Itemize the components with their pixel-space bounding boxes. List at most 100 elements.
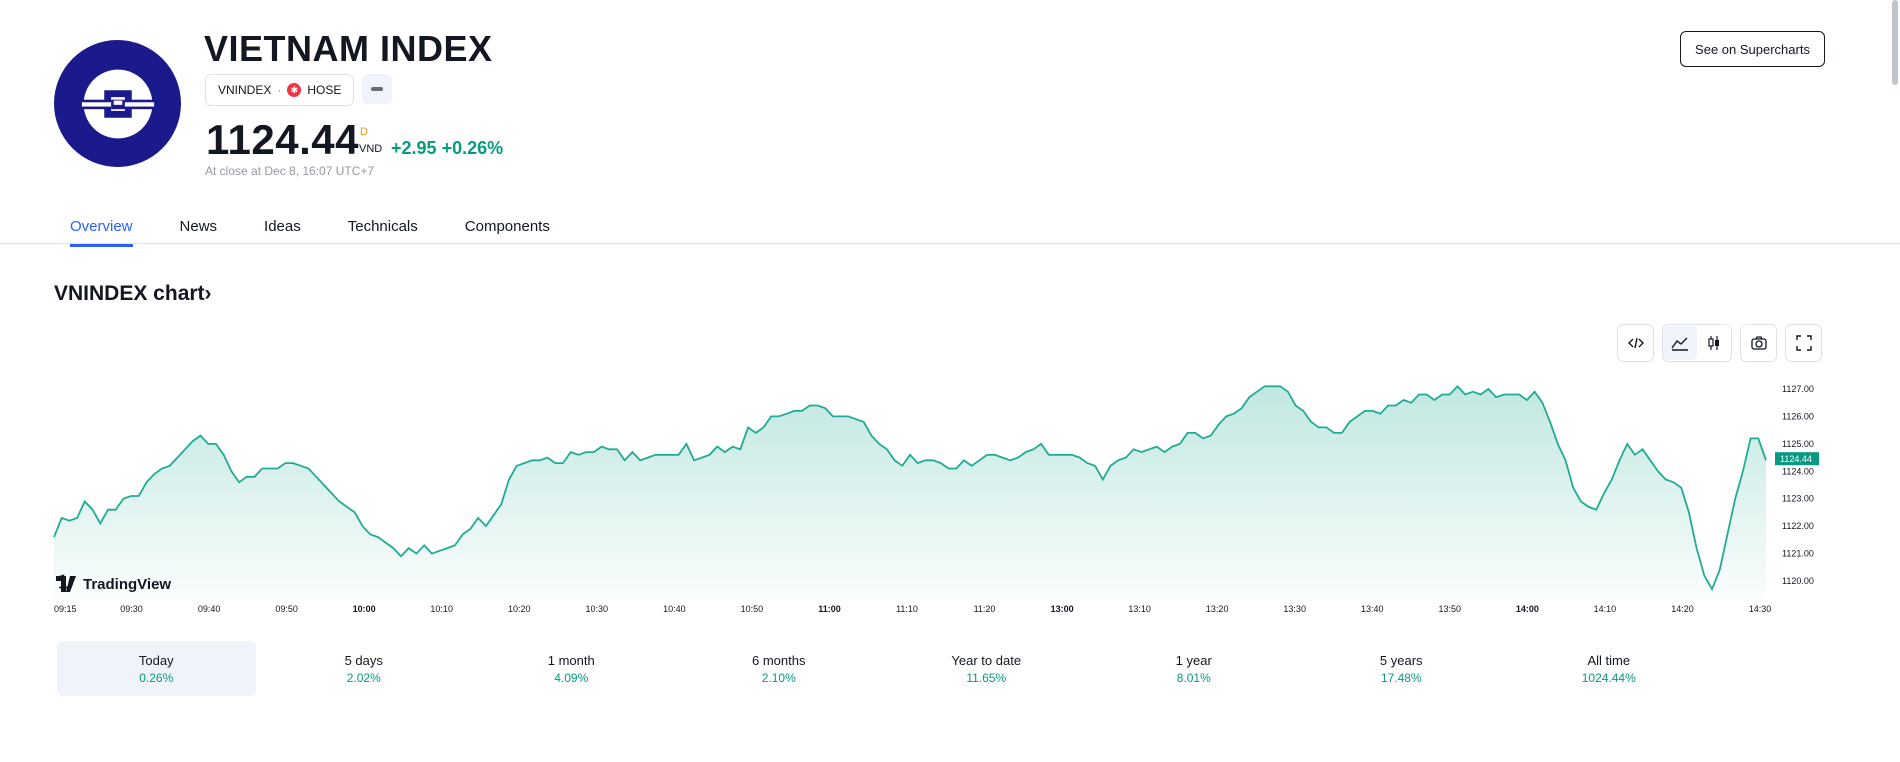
price-flag: D xyxy=(360,126,368,138)
x-tick-label: 11:20 xyxy=(974,604,996,614)
period-change: 2.10% xyxy=(761,670,796,685)
page-scrollbar[interactable] xyxy=(1892,0,1898,85)
chart-heading-text: VNINDEX chart xyxy=(54,282,205,305)
x-tick-label: 09:40 xyxy=(198,604,221,614)
chart-style-toggle[interactable] xyxy=(1662,324,1732,362)
camera-icon xyxy=(1750,336,1767,350)
period-change: 17.48% xyxy=(1380,670,1422,685)
x-tick-label: 13:40 xyxy=(1361,604,1384,614)
period-change: 11.65% xyxy=(966,670,1007,685)
separator-dot: · xyxy=(277,83,282,97)
x-tick-label: 11:00 xyxy=(818,604,841,614)
price-line xyxy=(53,384,1767,592)
y-tick-label: 1123.00 xyxy=(1782,494,1814,504)
x-tick-label: 10:20 xyxy=(508,604,531,614)
x-tick-label: 10:40 xyxy=(663,604,686,614)
page-title: VIETNAM INDEX xyxy=(204,28,493,69)
line-style-button[interactable] xyxy=(1663,326,1697,360)
more-options-button[interactable] xyxy=(362,74,393,104)
exchange-label: HOSE xyxy=(307,83,342,97)
tab-technicals[interactable]: Technicals xyxy=(347,218,418,235)
x-tick-label: 14:30 xyxy=(1749,604,1772,614)
tab-overview[interactable]: Overview xyxy=(70,218,133,247)
y-tick-label: 1126.00 xyxy=(1782,411,1814,421)
tradingview-watermark: 𝟷 TradingView xyxy=(56,571,171,593)
tab-news[interactable]: News xyxy=(179,218,218,235)
period-6-months[interactable]: 6 months 2.10% xyxy=(680,641,879,696)
period-label: All time xyxy=(1587,652,1631,668)
y-tick-label: 1127.00 xyxy=(1782,384,1814,394)
period-label: Today xyxy=(138,652,174,668)
fullscreen-icon xyxy=(1795,335,1812,351)
change-absolute: +2.95 xyxy=(391,138,437,158)
last-price: 1124.44 xyxy=(206,116,360,163)
chart-toolbar xyxy=(1617,324,1822,362)
symbol-label: VNINDEX xyxy=(218,83,272,97)
chevron-right-icon: › xyxy=(204,282,212,305)
x-tick-label: 14:00 xyxy=(1516,604,1539,614)
y-tick-label: 1124.00 xyxy=(1782,466,1814,476)
period-5-years[interactable]: 5 years 17.48% xyxy=(1302,641,1501,696)
chart-heading-link[interactable]: VNINDEX chart› xyxy=(54,282,212,306)
embed-button[interactable] xyxy=(1617,324,1654,362)
currency-label: VND xyxy=(359,143,383,155)
watermark-text: TradingView xyxy=(83,576,171,593)
embed-code-icon xyxy=(1627,337,1644,349)
period-change: 4.09% xyxy=(554,670,589,685)
x-tick-label: 13:10 xyxy=(1128,604,1151,614)
tab-divider xyxy=(0,243,1900,244)
price-change: +2.95 +0.26% xyxy=(391,138,503,159)
symbol-chip[interactable]: VNINDEX · ✱ HOSE xyxy=(205,74,355,106)
tab-ideas[interactable]: Ideas xyxy=(264,218,301,235)
x-tick-label: 13:20 xyxy=(1206,604,1229,614)
change-percent: +0.26% xyxy=(441,138,504,158)
period-all-time[interactable]: All time 1024.44% xyxy=(1510,641,1709,696)
period-change: 0.26% xyxy=(139,670,174,685)
x-tick-label: 09:15 xyxy=(54,604,77,614)
fullscreen-button[interactable] xyxy=(1785,324,1822,362)
y-tick-label: 1120.00 xyxy=(1782,576,1814,586)
period-label: 5 years xyxy=(1379,652,1423,668)
price-area-fill xyxy=(54,386,1766,600)
period-today[interactable]: Today 0.26% xyxy=(57,641,256,696)
tab-components[interactable]: Components xyxy=(464,218,550,235)
period-label: Year to date xyxy=(951,652,1022,668)
x-tick-label: 14:20 xyxy=(1671,604,1694,614)
see-on-supercharts-button[interactable]: See on Supercharts xyxy=(1680,31,1825,67)
candles-icon xyxy=(1708,336,1719,350)
last-value-tag xyxy=(1775,452,1819,466)
price-chart[interactable]: 1127.00 1126.00 1125.00 1124.00 1123.00 1122.… xyxy=(0,370,1830,620)
period-5-days[interactable]: 5 days 2.02% xyxy=(265,641,464,696)
period-selector: Today 0.26% 5 days 2.02% 1 month 4.09% 6… xyxy=(57,641,1717,696)
vnindex-logo xyxy=(54,40,181,167)
period-change: 1024.44% xyxy=(1581,670,1636,685)
x-tick-label: 11:10 xyxy=(896,604,918,614)
period-change: 2.02% xyxy=(346,670,381,685)
x-tick-label: 10:50 xyxy=(741,604,764,614)
exchange-icon: ✱ xyxy=(287,83,302,97)
x-tick-label: 14:10 xyxy=(1594,604,1617,614)
snapshot-button[interactable] xyxy=(1740,324,1777,362)
y-tick-label: 1125.00 xyxy=(1782,439,1814,449)
period-change: 8.01% xyxy=(1176,670,1211,685)
period-label: 1 year xyxy=(1175,652,1212,668)
x-tick-label: 10:10 xyxy=(430,604,453,614)
candles-style-button[interactable] xyxy=(1697,326,1731,360)
y-tick-label: 1121.00 xyxy=(1782,549,1814,559)
x-tick-label: 10:00 xyxy=(353,604,376,614)
x-tick-label: 13:30 xyxy=(1283,604,1306,614)
period-year-to-date[interactable]: Year to date 11.65% xyxy=(887,641,1086,696)
last-value-label: 1124.44 xyxy=(1780,454,1812,464)
period-1-year[interactable]: 1 year 8.01% xyxy=(1095,641,1294,696)
period-1-month[interactable]: 1 month 4.09% xyxy=(472,641,671,696)
more-icon xyxy=(371,87,384,91)
x-tick-label: 13:50 xyxy=(1439,604,1462,614)
x-tick-label: 09:30 xyxy=(120,604,143,614)
market-close-note: At close at Dec 8, 16:07 UTC+7 xyxy=(205,164,375,178)
x-tick-label: 13:00 xyxy=(1051,604,1074,614)
x-tick-label: 09:50 xyxy=(275,604,298,614)
period-label: 5 days xyxy=(344,652,383,668)
line-chart-icon xyxy=(1671,337,1688,351)
x-tick-label: 10:30 xyxy=(586,604,609,614)
index-emblem-icon xyxy=(81,69,154,138)
